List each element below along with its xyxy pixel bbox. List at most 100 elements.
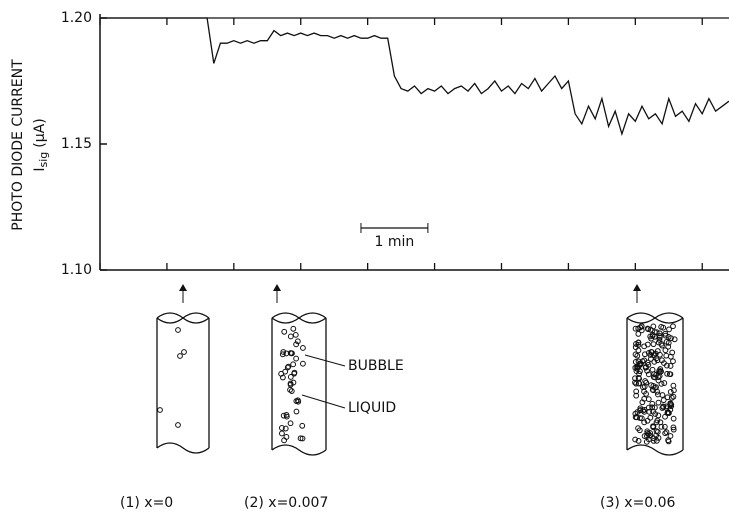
bubble: [662, 347, 669, 354]
bubble: [632, 436, 639, 443]
bubble: [664, 394, 671, 401]
bubble: [652, 411, 659, 417]
bubble: [670, 382, 677, 389]
bubble: [655, 339, 662, 346]
bubble: [670, 393, 677, 400]
bubble: [641, 388, 647, 395]
bubble: [635, 374, 642, 381]
bubble: [650, 383, 657, 389]
bubble: [658, 380, 665, 387]
y-tick-label: 1.20: [61, 10, 92, 26]
bubble: [661, 423, 668, 430]
bubble: [645, 404, 652, 411]
bubble: [661, 380, 668, 386]
bubble: [653, 432, 660, 439]
bubble: [287, 374, 294, 380]
bubble: [290, 325, 297, 332]
bubble: [642, 351, 648, 358]
panel-label: (3) x=0.06: [600, 495, 676, 511]
bubble: [660, 324, 667, 331]
bubble: [657, 366, 664, 372]
annotation: BUBBLE: [348, 358, 404, 374]
leader-line: [304, 354, 346, 367]
tube: [271, 312, 327, 456]
bubble: [633, 388, 640, 395]
bubble: [633, 392, 640, 399]
bubble: [663, 429, 670, 436]
bubble: [644, 430, 651, 436]
bubble: [291, 369, 298, 376]
scale-bar-label: 1 min: [375, 234, 415, 250]
bubble: [279, 430, 285, 437]
bubble: [670, 424, 677, 431]
y-tick-label: 1.10: [61, 262, 92, 278]
arrow-head: [273, 284, 281, 291]
bubble: [644, 367, 650, 374]
bubble: [641, 343, 648, 350]
bubble: [670, 415, 677, 422]
bubble: [175, 327, 181, 333]
bubble: [282, 368, 289, 375]
bubble: [656, 330, 663, 337]
bubble: [668, 403, 675, 410]
bubble: [637, 360, 644, 367]
bubble: [287, 420, 294, 427]
bubble: [293, 408, 300, 415]
bubble: [670, 358, 676, 365]
bubble: [646, 408, 653, 415]
bubble: [656, 336, 663, 343]
tube: [156, 312, 210, 454]
bubble: [299, 435, 306, 442]
bubble: [663, 338, 670, 345]
bubble: [285, 363, 292, 370]
bubble: [649, 404, 656, 411]
tube: [626, 312, 684, 456]
bubble: [653, 329, 660, 336]
bubble: [647, 352, 654, 358]
bubble: [633, 414, 640, 421]
bubble: [645, 396, 652, 403]
leader-line: [301, 394, 346, 409]
bubble: [665, 343, 672, 350]
panel-label: (2) x=0.007: [244, 495, 328, 511]
bubble: [648, 356, 654, 362]
bubble: [632, 375, 638, 382]
bubble: [657, 419, 664, 426]
bubble: [652, 404, 658, 411]
bubble: [647, 430, 654, 436]
bubble: [641, 433, 648, 439]
bubble: [663, 362, 670, 369]
bubble: [177, 353, 183, 359]
panel-label: (1) x=0: [120, 495, 173, 511]
bubble: [632, 325, 639, 332]
bubble: [670, 323, 676, 330]
bubble: [279, 351, 286, 358]
bubble: [669, 349, 676, 356]
bubble: [654, 417, 661, 424]
bubble: [295, 397, 301, 404]
bubble: [667, 400, 674, 407]
bubble: [287, 333, 294, 340]
bubble: [293, 355, 300, 362]
y-axis-label: PHOTO DIODE CURRENT: [10, 59, 26, 231]
bubble: [293, 341, 300, 348]
bubble: [287, 380, 294, 387]
bubble: [657, 351, 663, 358]
bubble: [671, 336, 678, 343]
bubble: [283, 350, 290, 357]
bubble: [667, 433, 674, 439]
symbol: I: [32, 168, 48, 172]
bubble: [157, 407, 163, 413]
bubble: [666, 326, 672, 333]
bubble: [663, 352, 670, 359]
bubble: [650, 374, 657, 381]
bubble: [664, 370, 671, 377]
bubble: [635, 331, 642, 337]
bubble: [278, 425, 285, 431]
arrow-head: [633, 284, 641, 291]
bubble: [656, 373, 663, 379]
bubble: [283, 412, 290, 418]
bubble: [175, 422, 181, 428]
bubble: [644, 325, 651, 332]
